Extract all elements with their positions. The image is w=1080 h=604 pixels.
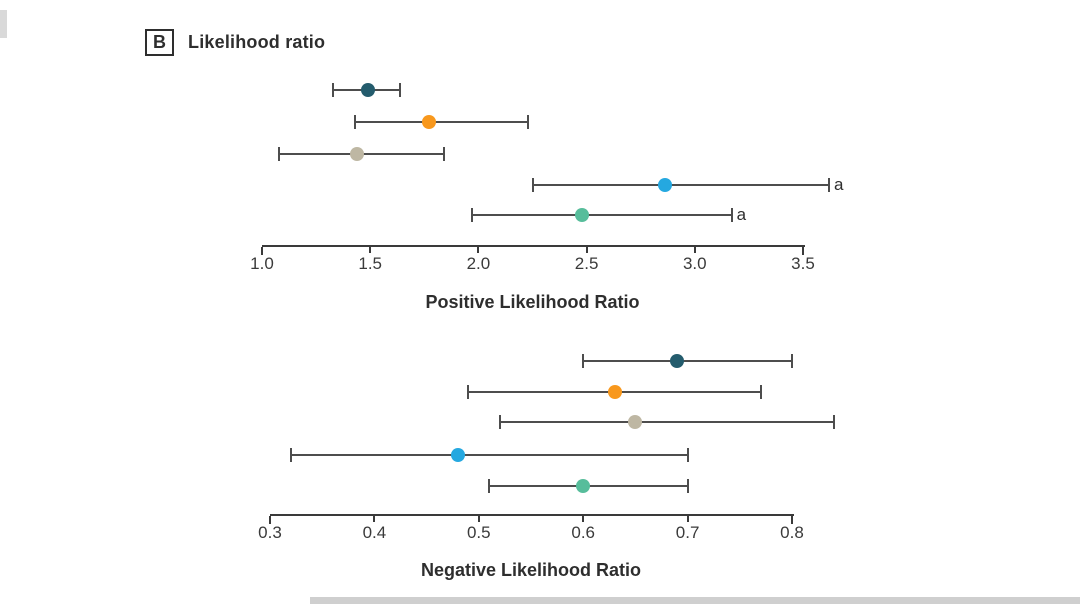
x-axis-tick bbox=[802, 247, 804, 255]
error-bar-line bbox=[471, 214, 732, 216]
error-bar-line bbox=[583, 360, 792, 362]
x-axis-tick-label: 0.4 bbox=[362, 523, 387, 542]
x-axis-tick-label: 2.0 bbox=[466, 254, 491, 273]
error-bar-cap-right bbox=[832, 415, 835, 429]
error-bar-cap-right bbox=[527, 115, 530, 129]
point-estimate-dot bbox=[350, 147, 365, 161]
error-bar-cap-left bbox=[498, 415, 501, 429]
point-estimate-dot bbox=[450, 448, 465, 462]
x-axis-tick bbox=[585, 247, 588, 253]
point-estimate-dot bbox=[628, 415, 643, 429]
point-estimate-dot bbox=[670, 354, 685, 368]
error-bar-cap-left bbox=[332, 83, 335, 97]
error-bar-line bbox=[355, 121, 529, 123]
x-axis-tick bbox=[477, 516, 480, 522]
error-bar-line bbox=[532, 184, 829, 186]
x-axis-title: Positive Likelihood Ratio bbox=[425, 292, 640, 312]
x-axis-tick bbox=[261, 247, 263, 255]
x-axis-tick bbox=[582, 516, 585, 522]
x-axis-tick bbox=[693, 247, 696, 253]
point-estimate-dot bbox=[421, 115, 436, 129]
x-axis-tick bbox=[791, 516, 793, 524]
x-axis-tick-label: 0.7 bbox=[675, 523, 700, 542]
footnote-marker: a bbox=[736, 205, 747, 224]
x-axis-tick-label: 1.0 bbox=[250, 254, 274, 273]
point-estimate-dot bbox=[575, 208, 590, 222]
point-estimate-dot bbox=[607, 385, 622, 399]
error-bar-cap-left bbox=[582, 354, 585, 368]
error-bar-cap-left bbox=[354, 115, 357, 129]
x-axis-line bbox=[270, 514, 794, 516]
x-axis-tick-label: 0.8 bbox=[780, 523, 804, 542]
error-bar-cap-right bbox=[791, 354, 793, 368]
error-bar-cap-right bbox=[442, 147, 445, 161]
error-bar-cap-right bbox=[759, 385, 762, 399]
x-axis-tick-label: 2.5 bbox=[574, 254, 599, 273]
panel-title: Likelihood ratio bbox=[188, 32, 326, 52]
bottom-divider bbox=[310, 597, 1080, 604]
error-bar-cap-right bbox=[686, 479, 689, 493]
error-bar-cap-left bbox=[278, 147, 281, 161]
x-axis-line bbox=[262, 245, 805, 247]
x-axis-tick-label: 1.5 bbox=[358, 254, 383, 273]
x-axis-tick-label: 3.0 bbox=[682, 254, 707, 273]
x-axis-tick bbox=[269, 516, 271, 524]
error-bar-cap-left bbox=[531, 178, 534, 192]
x-axis-tick-label: 0.5 bbox=[466, 523, 491, 542]
x-axis-tick bbox=[373, 516, 376, 522]
x-axis-tick-label: 0.6 bbox=[571, 523, 596, 542]
error-bar-cap-left bbox=[289, 448, 292, 462]
point-estimate-dot bbox=[576, 479, 591, 493]
error-bar-cap-right bbox=[730, 208, 733, 222]
x-axis-tick bbox=[369, 247, 372, 253]
x-axis-tick-label: 0.3 bbox=[258, 523, 282, 542]
error-bar-cap-left bbox=[488, 479, 491, 493]
error-bar-cap-right bbox=[686, 448, 689, 462]
x-axis-tick bbox=[477, 247, 480, 253]
point-estimate-dot bbox=[657, 178, 672, 192]
error-bar-cap-left bbox=[467, 385, 470, 399]
x-axis-tick bbox=[686, 516, 689, 522]
error-bar-line bbox=[290, 454, 688, 456]
x-axis-tick-label: 3.5 bbox=[791, 254, 815, 273]
footnote-marker: a bbox=[833, 175, 844, 194]
panel-letter-badge: B bbox=[145, 29, 174, 56]
error-bar-cap-left bbox=[470, 208, 473, 222]
error-bar-cap-right bbox=[399, 83, 402, 97]
error-bar-line bbox=[499, 421, 834, 423]
error-bar-cap-right bbox=[827, 178, 830, 192]
decorative-edge-mark bbox=[0, 10, 7, 38]
x-axis-title: Negative Likelihood Ratio bbox=[420, 560, 642, 580]
point-estimate-dot bbox=[361, 83, 376, 97]
